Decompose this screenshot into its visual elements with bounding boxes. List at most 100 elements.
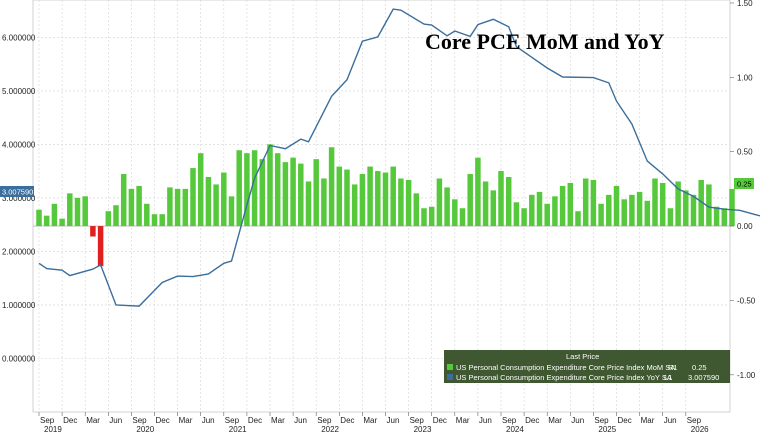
mom-bar — [659, 182, 666, 227]
right-tick-label: 1.00 — [737, 73, 753, 82]
mom-bar — [167, 187, 173, 227]
legend-axis-mom: R1 — [668, 363, 678, 372]
x-month-label: Sep — [40, 416, 55, 425]
x-month-label: Sep — [410, 416, 425, 425]
x-month-label: Mar — [179, 416, 193, 425]
x-month-label: Mar — [271, 416, 285, 425]
mom-bar — [536, 191, 543, 227]
x-month-label: Sep — [317, 416, 332, 425]
legend-header: Last Price — [566, 352, 599, 361]
left-tick-label: 1.000000 — [2, 301, 36, 310]
mom-bar — [459, 208, 466, 227]
mom-bars — [36, 144, 735, 267]
left-tick-label: 4.000000 — [2, 140, 36, 149]
mom-bar — [190, 168, 196, 227]
mom-bar — [413, 193, 420, 227]
mom-bar — [552, 196, 558, 227]
x-month-label: Mar — [363, 416, 377, 425]
right-tick-label: -0.50 — [737, 296, 756, 305]
mom-bar — [43, 215, 50, 227]
x-month-label: Jun — [479, 416, 492, 425]
mom-bar — [213, 184, 219, 227]
mom-bar — [351, 184, 358, 227]
mom-bar — [644, 200, 651, 227]
mom-bar — [367, 166, 373, 227]
mom-bar — [675, 181, 681, 227]
mom-bar — [205, 176, 212, 227]
mom-bar — [513, 202, 520, 227]
legend-entry-yoy: US Personal Consumption Expenditure Core… — [456, 373, 672, 382]
mom-bar — [452, 199, 458, 227]
x-month-label: Dec — [618, 416, 632, 425]
left-tick-label: 2.000000 — [2, 247, 36, 256]
x-year-label: 2023 — [414, 425, 432, 432]
x-month-label: Mar — [456, 416, 470, 425]
right-tick-label: -1.00 — [737, 371, 756, 380]
mom-bar — [421, 208, 427, 227]
legend-entry-mom: US Personal Consumption Expenditure Core… — [456, 363, 675, 372]
mom-bar — [197, 153, 204, 227]
x-month-label: Dec — [63, 416, 77, 425]
mom-bar — [267, 144, 273, 227]
mom-bar — [698, 179, 704, 227]
x-year-label: 2022 — [321, 425, 339, 432]
mom-bar — [713, 206, 720, 227]
mom-bar — [236, 150, 242, 227]
mom-bar — [344, 169, 350, 227]
x-month-label: Sep — [502, 416, 517, 425]
mom-bar — [159, 214, 165, 227]
x-month-label: Mar — [86, 416, 100, 425]
x-year-label: 2024 — [506, 425, 524, 432]
x-month-label: Jun — [387, 416, 400, 425]
mom-bar — [382, 172, 389, 227]
mom-bar — [221, 172, 227, 227]
x-year-label: 2026 — [691, 425, 709, 432]
mom-bar — [667, 208, 674, 227]
mom-bar — [244, 153, 250, 227]
mom-bar — [636, 191, 643, 227]
mom-bar — [475, 157, 481, 227]
right-tick-label: 1.50 — [737, 0, 753, 8]
x-month-label: Mar — [641, 416, 655, 425]
mom-bar — [321, 178, 327, 227]
mom-bar — [690, 194, 697, 227]
mom-bar — [467, 174, 473, 227]
mom-bar — [652, 178, 658, 227]
mom-bar — [390, 166, 396, 227]
legend-swatch-yoy — [447, 374, 453, 380]
mom-bar — [359, 174, 366, 227]
mom-bar — [582, 178, 589, 227]
mom-bar — [128, 188, 135, 227]
mom-bar — [120, 174, 127, 227]
mom-bar — [529, 194, 535, 227]
mom-bar — [729, 188, 735, 227]
x-year-label: 2019 — [44, 425, 62, 432]
right-last-value-tag — [734, 178, 754, 189]
mom-bar — [313, 159, 319, 227]
left-tick-label: 0.000000 — [2, 354, 36, 363]
left-axis-ticks: 0.000000 1.000000 2.000000 3.000000 4.000000… — [2, 33, 36, 363]
x-month-label: Jun — [664, 416, 677, 425]
left-tick-label: 6.000000 — [2, 33, 36, 42]
legend-value-yoy: 3.007590 — [688, 373, 719, 382]
mom-bar — [97, 226, 104, 267]
x-month-label: Jun — [109, 416, 122, 425]
mom-bar — [398, 178, 404, 227]
mom-bar — [428, 206, 435, 227]
mom-bar — [336, 166, 343, 227]
x-month-label: Jun — [202, 416, 215, 425]
x-month-label: Jun — [571, 416, 584, 425]
mom-bar — [144, 203, 150, 227]
mom-bar — [328, 147, 335, 227]
x-axis-ticks: Sep Dec Mar Jun Sep Dec Mar Jun Sep Dec Mar Jun Sep D… — [38, 412, 709, 432]
mom-bar — [521, 208, 527, 227]
right-axis-ticks: -1.00 -0.50 0.00 0.50 1.00 1.50 — [730, 0, 756, 380]
right-tick-label: 0.50 — [737, 148, 753, 157]
mom-bar — [505, 176, 512, 227]
legend: Last Price US Personal Consumption Expen… — [444, 350, 730, 383]
mom-bar — [174, 188, 181, 227]
mom-bar — [113, 205, 119, 227]
chart-title: Core PCE MoM and YoY — [425, 29, 665, 54]
legend-axis-yoy: L1 — [664, 373, 672, 382]
mom-bar — [706, 184, 712, 227]
